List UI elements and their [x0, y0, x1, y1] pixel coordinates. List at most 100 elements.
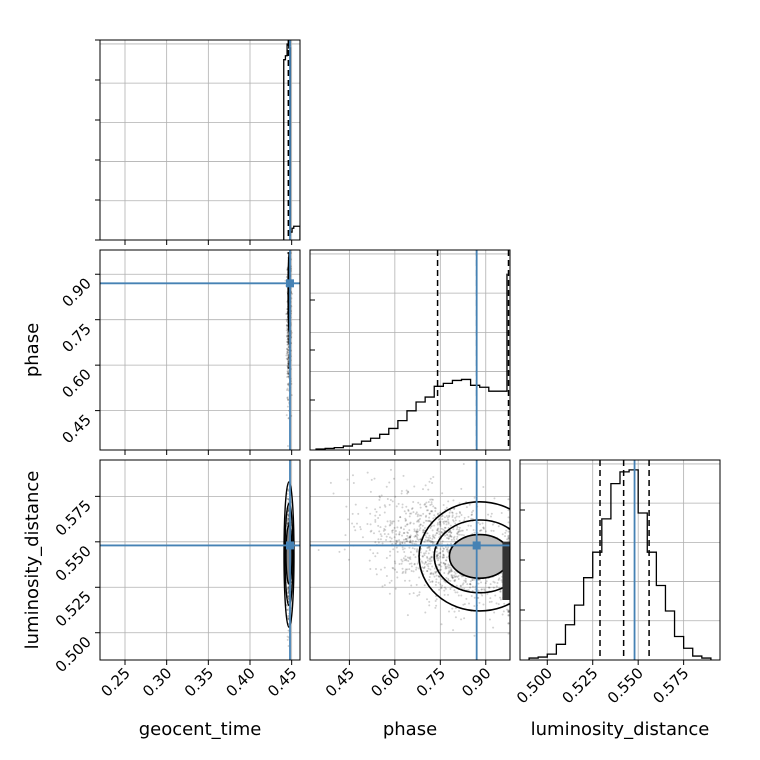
sample-point — [421, 555, 424, 558]
sample-point — [434, 510, 437, 513]
sample-point — [420, 514, 423, 517]
sample-point — [431, 580, 434, 583]
sample-point — [445, 548, 448, 551]
sample-point — [427, 565, 430, 568]
sample-point — [443, 556, 446, 559]
sample-point — [452, 528, 455, 531]
sample-point — [424, 515, 427, 518]
sample-point — [287, 358, 290, 361]
sample-point — [471, 589, 474, 592]
sample-point — [434, 606, 437, 609]
sample-point — [435, 550, 438, 553]
sample-point — [286, 332, 289, 335]
x-tick-label: 0.575 — [649, 664, 692, 707]
sample-point — [433, 567, 436, 570]
sample-point — [398, 562, 401, 565]
sample-point — [452, 536, 455, 539]
sample-point — [388, 524, 391, 527]
sample-point — [445, 533, 448, 536]
sample-point — [398, 533, 401, 536]
sample-point — [415, 533, 418, 536]
sample-point — [486, 592, 489, 595]
sample-point — [359, 526, 362, 529]
sample-point — [438, 520, 441, 523]
sample-point — [453, 538, 456, 541]
sample-point — [482, 526, 485, 529]
sample-point — [463, 516, 466, 519]
sample-point — [406, 531, 409, 534]
sample-point — [449, 566, 452, 569]
sample-point — [344, 534, 347, 537]
sample-point — [440, 515, 443, 518]
sample-point — [424, 534, 427, 537]
sample-point — [286, 388, 289, 391]
sample-point — [457, 578, 460, 581]
sample-point — [499, 590, 502, 593]
sample-point — [442, 528, 445, 531]
sample-point — [353, 525, 356, 528]
sample-point — [285, 414, 288, 417]
sample-point — [399, 541, 402, 544]
sample-point — [433, 506, 436, 509]
sample-point — [436, 523, 439, 526]
sample-point — [442, 522, 445, 525]
sample-point — [404, 570, 407, 573]
sample-point — [390, 579, 393, 582]
density-contour — [283, 481, 295, 628]
sample-point — [439, 583, 442, 586]
sample-point — [455, 515, 458, 518]
sample-point — [437, 574, 440, 577]
sample-point — [440, 531, 443, 534]
sample-point — [421, 555, 424, 558]
sample-point — [416, 513, 419, 516]
sample-point — [445, 537, 448, 540]
sample-point — [434, 583, 437, 586]
x-tick-label: 0.35 — [181, 664, 217, 700]
sample-point — [424, 561, 427, 564]
sample-point — [409, 521, 412, 524]
sample-point — [468, 503, 471, 506]
sample-point — [404, 558, 407, 561]
sample-point — [395, 571, 398, 574]
sample-point — [416, 530, 419, 533]
sample-point — [402, 557, 405, 560]
sample-point — [441, 518, 444, 521]
sample-point — [423, 584, 426, 587]
sample-point — [426, 519, 429, 522]
sample-point — [394, 587, 397, 590]
sample-point — [462, 603, 465, 606]
sample-point — [378, 495, 381, 498]
sample-point — [418, 529, 421, 532]
sample-point — [287, 644, 290, 647]
sample-point — [287, 366, 290, 369]
sample-point — [441, 556, 444, 559]
sample-point — [452, 520, 455, 523]
sample-point — [286, 357, 289, 360]
sample-point — [507, 537, 510, 540]
sample-point — [471, 578, 474, 581]
sample-point — [287, 615, 290, 618]
sample-point — [414, 540, 417, 543]
sample-point — [389, 468, 392, 471]
sample-point — [443, 571, 446, 574]
sample-point — [409, 551, 412, 554]
sample-point — [403, 547, 406, 550]
sample-point — [286, 335, 289, 338]
sample-point — [388, 592, 391, 595]
sample-point — [286, 365, 289, 368]
sample-point — [410, 562, 413, 565]
sample-point — [443, 586, 446, 589]
sample-point — [454, 616, 457, 619]
sample-point — [415, 531, 418, 534]
sample-point — [409, 540, 412, 543]
sample-point — [426, 546, 429, 549]
sample-point — [454, 522, 457, 525]
sample-point — [404, 555, 407, 558]
sample-point — [428, 480, 431, 483]
sample-point — [415, 550, 418, 553]
sample-point — [287, 521, 290, 524]
sample-point — [406, 540, 409, 543]
sample-point — [287, 341, 290, 344]
density-contour — [433, 519, 510, 594]
sample-point — [437, 512, 440, 515]
